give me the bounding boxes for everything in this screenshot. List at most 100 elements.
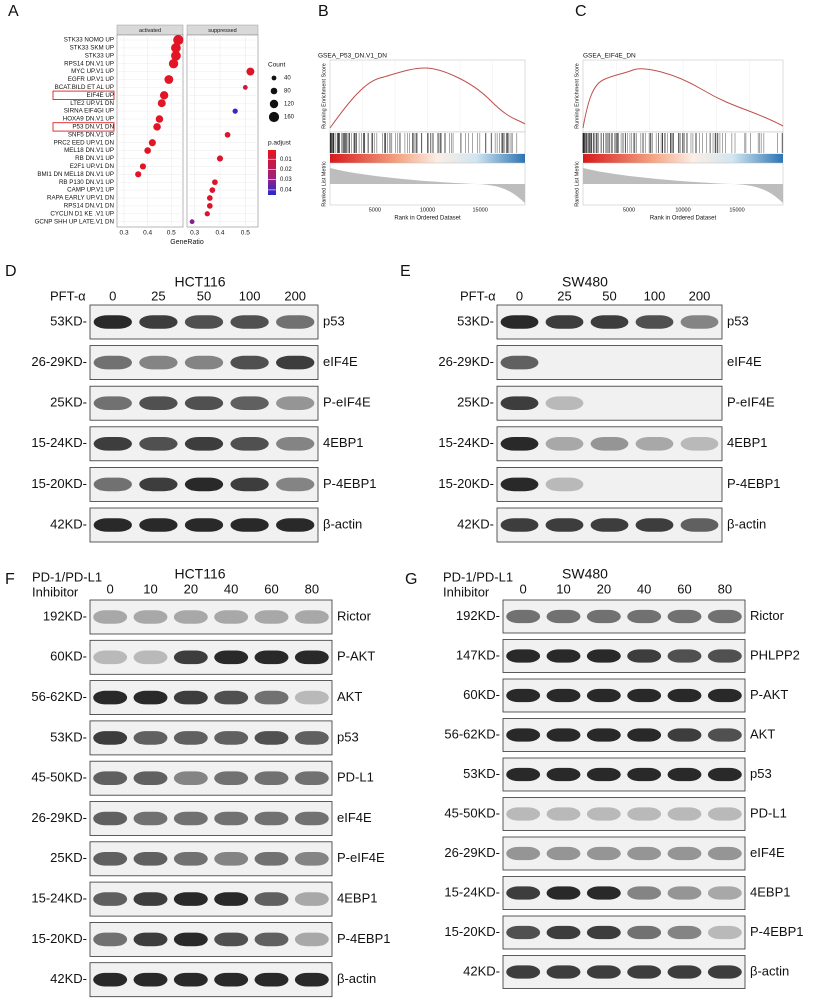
band — [294, 932, 329, 947]
x-tick-label: 15000 — [729, 207, 744, 213]
protein-label: PD-L1 — [750, 805, 787, 820]
band — [173, 811, 208, 826]
mw-label: 15-24KD- — [31, 891, 87, 906]
lane-label: 0 — [520, 581, 527, 596]
mw-label: 53KD- — [50, 313, 87, 328]
band — [590, 518, 629, 532]
x-tick-label: 5000 — [623, 207, 635, 213]
dot — [232, 108, 238, 114]
band — [667, 807, 702, 821]
band — [667, 649, 702, 663]
band — [230, 437, 269, 451]
band — [93, 610, 128, 624]
protein-label: p53 — [750, 766, 772, 781]
mw-label: 60KD- — [50, 649, 87, 664]
blot-membrane — [502, 639, 746, 673]
highlight-box — [52, 122, 115, 132]
dot — [148, 139, 156, 147]
band — [586, 925, 621, 940]
protein-label: P-4EBP1 — [750, 924, 803, 939]
treatment-label: PFT-α — [50, 288, 86, 303]
y-tick-label: RPS14 DN.V1 UP — [64, 60, 114, 67]
band — [133, 650, 168, 665]
band — [667, 767, 702, 782]
mw-label: 192KD- — [43, 608, 87, 623]
lane-label: 200 — [689, 288, 711, 303]
band — [586, 609, 621, 624]
dot — [171, 50, 181, 61]
band — [139, 477, 178, 492]
cell-line: SW480 — [562, 274, 608, 290]
band — [133, 690, 168, 705]
rank-colorbar — [330, 154, 525, 163]
band — [707, 925, 742, 940]
protein-label: β-actin — [750, 963, 789, 978]
y-axis-title: Ranked List Metric — [574, 161, 580, 207]
gsea-title: GSEA_EIF4E_DN — [583, 53, 636, 60]
band — [627, 728, 662, 742]
blot-membrane — [89, 922, 333, 957]
band — [276, 355, 315, 370]
protein-label: AKT — [337, 689, 362, 704]
protein-label: P-AKT — [337, 649, 375, 664]
blot-membrane — [89, 760, 333, 796]
band — [500, 355, 539, 370]
y-tick-label: CAMP UP.V1 UP — [67, 187, 114, 194]
band — [276, 437, 315, 451]
band — [635, 437, 674, 451]
protein-label: p53 — [337, 729, 359, 744]
protein-label: p53 — [323, 313, 345, 328]
blot-membrane — [89, 841, 333, 877]
mw-label: 53KD- — [457, 313, 494, 328]
lane-label: 50 — [602, 288, 616, 303]
blot-membrane — [502, 876, 746, 910]
lane-label: 20 — [184, 581, 198, 596]
band — [627, 925, 662, 940]
band — [93, 477, 132, 492]
band — [500, 315, 539, 329]
lane-label: 50 — [197, 288, 211, 303]
mw-label: 25KD- — [50, 395, 87, 410]
band — [586, 886, 621, 900]
blot-membrane — [502, 599, 746, 634]
mw-label: 45-50KD- — [444, 805, 500, 820]
band — [93, 972, 128, 987]
y-tick-label: RB P130 DN.V1 UP — [59, 179, 114, 186]
panel-label: E — [400, 263, 411, 280]
lane-label: 25 — [151, 288, 165, 303]
dot — [135, 171, 142, 178]
blot-membrane — [89, 720, 333, 756]
protein-label: eIF4E — [750, 845, 785, 860]
band — [667, 965, 702, 979]
band — [230, 315, 269, 329]
band — [546, 688, 581, 703]
lane-label: 10 — [556, 581, 570, 596]
lane-label: 10 — [143, 581, 157, 596]
band — [500, 437, 539, 451]
band — [707, 767, 742, 782]
band — [667, 688, 702, 703]
barcode-panel — [582, 131, 784, 155]
band — [214, 690, 249, 705]
band — [254, 771, 289, 785]
x-tick-label: 0.4 — [143, 230, 152, 237]
dot — [209, 187, 216, 193]
lane-label: 0 — [516, 288, 523, 303]
band — [294, 972, 329, 987]
band — [254, 972, 289, 987]
x-axis-title: Rank in Ordered Dataset — [650, 216, 717, 222]
band — [254, 650, 289, 665]
band — [590, 315, 629, 329]
band — [214, 932, 249, 947]
band — [546, 846, 581, 861]
band — [546, 767, 581, 782]
dot — [204, 211, 210, 217]
lane-label: 40 — [637, 581, 651, 596]
dot — [212, 179, 218, 186]
band — [627, 807, 662, 821]
band — [627, 965, 662, 979]
protein-label: β-actin — [337, 971, 376, 986]
band — [254, 690, 289, 705]
dot — [159, 91, 169, 100]
dot — [164, 75, 174, 84]
